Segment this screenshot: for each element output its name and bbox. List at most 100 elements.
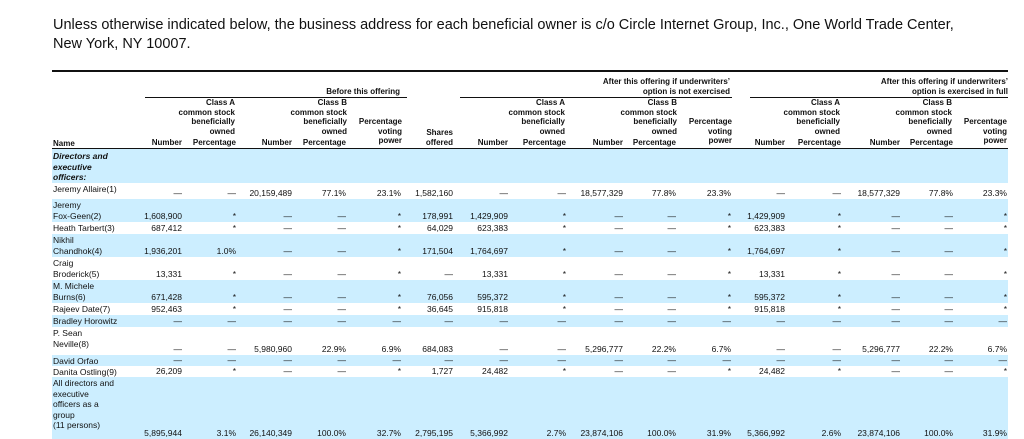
table-cell: * [1003, 223, 1007, 233]
table-cell: * [562, 223, 566, 233]
table-cell: — [499, 355, 509, 365]
table-cell: * [727, 269, 731, 279]
table-cell: — [557, 344, 567, 354]
table-cell: * [397, 269, 401, 279]
table-cell: 623,383 [754, 223, 785, 233]
intro-paragraph: Unless otherwise indicated below, the bu… [53, 17, 954, 52]
table-cell: 22.2% [928, 344, 953, 354]
table-cell: 31.9% [982, 428, 1007, 438]
header-number: Number [592, 138, 623, 147]
table-cell: * [1003, 269, 1007, 279]
table-cell: — [998, 355, 1008, 365]
table-cell: — [776, 344, 786, 354]
table-cell: 24,482 [759, 366, 785, 376]
section-band [52, 149, 1008, 183]
table-cell: — [667, 246, 677, 256]
header-class-a-3: Class A common stock beneficially owned [783, 98, 840, 136]
row-name: M. Michele Burns(6) [53, 281, 95, 302]
table-cell: * [1003, 211, 1007, 221]
table-cell: — [337, 246, 347, 256]
table-cell: — [283, 292, 293, 302]
table-cell: * [232, 223, 236, 233]
table-cell: — [337, 292, 347, 302]
table-cell: — [667, 366, 677, 376]
table-cell: 23.3% [706, 188, 731, 198]
table-cell: — [667, 269, 677, 279]
table-cell: 23.3% [982, 188, 1007, 198]
table-cell: * [837, 211, 841, 221]
header-percentage: Percentage [302, 138, 346, 147]
table-cell: 77.8% [651, 188, 676, 198]
table-cell: — [667, 355, 677, 365]
table-cell: * [727, 223, 731, 233]
table-cell: 915,818 [754, 304, 785, 314]
table-cell: — [944, 366, 954, 376]
table-cell: — [722, 316, 732, 326]
header-number: Number [261, 138, 292, 147]
table-cell: * [562, 292, 566, 302]
table-cell: * [562, 304, 566, 314]
table-cell: * [837, 246, 841, 256]
table-cell: * [397, 211, 401, 221]
table-cell: 32.7% [376, 428, 401, 438]
table-cell: — [891, 269, 901, 279]
header-name: Name [53, 139, 75, 148]
table-cell: 6.7% [987, 344, 1007, 354]
table-cell: — [891, 304, 901, 314]
table-cell: — [891, 355, 901, 365]
table-cell: * [232, 366, 236, 376]
table-cell: — [557, 355, 567, 365]
table-cell: 13,331 [759, 269, 785, 279]
table-cell: — [337, 366, 347, 376]
table-cell: 1.0% [216, 246, 236, 256]
header-after-exercised: After this offering if underwriters’ opt… [880, 77, 1008, 96]
header-number: Number [754, 138, 785, 147]
table-cell: 952,463 [151, 304, 182, 314]
table-cell: — [444, 355, 454, 365]
table-cell: — [944, 355, 954, 365]
table-cell: — [499, 188, 509, 198]
table-cell: — [283, 269, 293, 279]
header-class-a-2: Class A common stock beneficially owned [508, 98, 565, 136]
table-cell: 3.1% [216, 428, 236, 438]
table-cell: — [337, 269, 347, 279]
table-cell: 671,428 [151, 292, 182, 302]
header-number: Number [151, 138, 182, 147]
table-cell: 76,056 [427, 292, 453, 302]
table-cell: 22.9% [321, 344, 346, 354]
table-cell: 1,608,900 [144, 211, 182, 221]
row-name: Jeremy Fox-Geen(2) [53, 200, 102, 221]
table-cell: — [337, 223, 347, 233]
table-cell: — [776, 316, 786, 326]
table-cell: — [667, 316, 677, 326]
header-voting-power-3: Percentage voting power [963, 117, 1007, 145]
table-cell: — [283, 366, 293, 376]
table-cell: * [727, 211, 731, 221]
table-cell: — [392, 355, 402, 365]
table-cell: * [397, 223, 401, 233]
table-cell: — [283, 211, 293, 221]
table-cell: — [614, 223, 624, 233]
table-cell: 178,991 [422, 211, 453, 221]
table-cell: 5,296,777 [585, 344, 623, 354]
table-cell: — [891, 223, 901, 233]
table-cell: — [283, 355, 293, 365]
header-bottom-rule [52, 148, 1008, 149]
table-cell: 684,083 [422, 344, 453, 354]
table-cell: 5,366,992 [470, 428, 508, 438]
header-percentage: Percentage [909, 138, 953, 147]
row-shade [52, 199, 1008, 222]
row-shade [52, 355, 1008, 366]
table-cell: * [232, 304, 236, 314]
table-cell: — [944, 304, 954, 314]
table-cell: — [832, 188, 842, 198]
table-cell: 31.9% [706, 428, 731, 438]
table-cell: * [562, 366, 566, 376]
table-cell: — [337, 211, 347, 221]
table-cell: 2,795,195 [415, 428, 453, 438]
table-cell: 595,372 [754, 292, 785, 302]
table-cell: 1,764,697 [747, 246, 785, 256]
row-name: Craig Broderick(5) [53, 258, 100, 279]
table-cell: 5,366,992 [747, 428, 785, 438]
table-cell: — [392, 316, 402, 326]
